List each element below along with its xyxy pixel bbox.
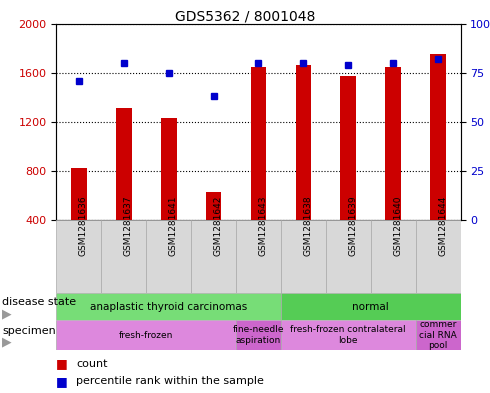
Text: ▶: ▶ — [2, 336, 12, 349]
Bar — [341, 76, 356, 220]
Bar — [101, 220, 146, 293]
Text: disease state: disease state — [2, 298, 76, 307]
Text: commer
cial RNA
pool: commer cial RNA pool — [419, 320, 457, 350]
Text: GDS5362 / 8001048: GDS5362 / 8001048 — [175, 10, 315, 24]
Bar — [56, 320, 236, 350]
Bar — [56, 220, 101, 293]
Bar — [430, 54, 446, 220]
Bar — [191, 220, 236, 293]
Text: GSM1281639: GSM1281639 — [348, 196, 357, 256]
Bar — [326, 220, 371, 293]
Text: ▶: ▶ — [2, 307, 12, 320]
Bar — [146, 220, 191, 293]
Bar — [295, 65, 311, 220]
Bar — [206, 192, 221, 220]
Text: fresh-frozen contralateral
lobe: fresh-frozen contralateral lobe — [291, 325, 406, 345]
Text: ■: ■ — [56, 357, 68, 370]
Text: ■: ■ — [56, 375, 68, 388]
Bar — [116, 108, 132, 220]
Text: GSM1281637: GSM1281637 — [123, 196, 133, 256]
Text: anaplastic thyroid carcinomas: anaplastic thyroid carcinomas — [90, 301, 247, 312]
Text: GSM1281641: GSM1281641 — [169, 196, 178, 256]
Text: GSM1281640: GSM1281640 — [393, 196, 402, 256]
Text: GSM1281638: GSM1281638 — [303, 196, 313, 256]
Bar — [250, 66, 267, 220]
Text: GSM1281642: GSM1281642 — [214, 196, 222, 256]
Bar — [281, 293, 461, 320]
Bar — [236, 220, 281, 293]
Text: GSM1281636: GSM1281636 — [79, 196, 88, 256]
Text: GSM1281643: GSM1281643 — [259, 196, 268, 256]
Bar — [416, 320, 461, 350]
Text: count: count — [76, 358, 107, 369]
Bar — [161, 118, 176, 220]
Bar — [56, 293, 281, 320]
Text: percentile rank within the sample: percentile rank within the sample — [76, 376, 264, 386]
Text: normal: normal — [352, 301, 389, 312]
Text: fine-needle
aspiration: fine-needle aspiration — [233, 325, 284, 345]
Text: GSM1281644: GSM1281644 — [438, 196, 447, 256]
Bar — [281, 320, 416, 350]
Bar — [416, 220, 461, 293]
Bar — [281, 220, 326, 293]
Bar — [385, 66, 401, 220]
Text: fresh-frozen: fresh-frozen — [119, 331, 173, 340]
Bar — [71, 169, 87, 220]
Bar — [236, 320, 281, 350]
Text: specimen: specimen — [2, 326, 56, 336]
Bar — [371, 220, 416, 293]
